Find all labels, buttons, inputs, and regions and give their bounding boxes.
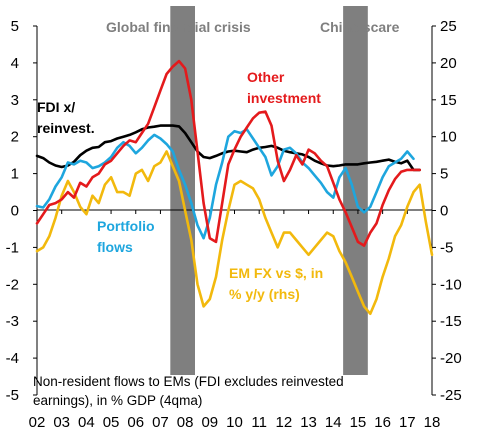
right-tick-label: -20 <box>440 350 462 367</box>
series-label-em-fx-vs-in-y-y-rhs: % y/y (rhs) <box>229 286 300 302</box>
band-label-1: Global financial crisis <box>106 19 251 35</box>
right-tick-label: 20 <box>440 55 457 72</box>
left-tick-label: 1 <box>11 166 19 183</box>
left-tick-label: 3 <box>11 92 19 109</box>
left-tick-label: -1 <box>6 239 19 256</box>
x-tick-label: 06 <box>127 414 144 431</box>
band-label-2: China scare <box>320 19 400 35</box>
series-label-portfolio-flows: flows <box>97 239 133 255</box>
right-tick-label: -25 <box>440 387 462 404</box>
series-label-other-investment: Other <box>247 69 285 85</box>
x-tick-label: 16 <box>374 414 391 431</box>
x-tick-label: 07 <box>152 414 169 431</box>
right-tick-label: -10 <box>440 276 462 293</box>
series-line-em-fx-vs-in-y-y-rhs <box>35 150 434 316</box>
left-tick-label: 5 <box>11 18 19 35</box>
left-tick-label: 0 <box>11 203 19 220</box>
left-tick-label: 4 <box>11 55 19 72</box>
right-tick-label: 5 <box>440 166 448 183</box>
annotations: FDI x/reinvest. Other investment Portfolio f… <box>33 69 344 408</box>
x-tick-label: 17 <box>399 414 416 431</box>
series-label-fdi-x-reinvest: reinvest. <box>37 120 95 136</box>
left-tick-label: 2 <box>11 129 19 146</box>
series-lines <box>35 59 434 316</box>
right-tick-label: 10 <box>440 129 457 146</box>
series-label-other-investment: investment <box>247 90 321 106</box>
band-2 <box>343 6 368 375</box>
x-tick-label: 08 <box>177 414 194 431</box>
footnote-line-1: Non-resident flows to EMs (FDI excludes … <box>33 374 344 389</box>
x-tick-label: 05 <box>103 414 120 431</box>
x-tick-label: 04 <box>78 414 95 431</box>
left-tick-label: -5 <box>6 387 19 404</box>
band-1 <box>170 6 195 375</box>
x-tick-label: 10 <box>226 414 243 431</box>
footnote-line-2: earnings), in % GDP (4qma) <box>33 393 202 408</box>
series-line-fdi-x-reinvest <box>35 124 422 172</box>
series-label-fdi-x-reinvest: FDI x/ <box>37 99 75 115</box>
left-tick-label: -3 <box>6 313 19 330</box>
series-label-portfolio-flows: Portfolio <box>97 218 155 234</box>
x-tick-label: 11 <box>251 414 267 431</box>
x-tick-label: 09 <box>201 414 218 431</box>
series-label-em-fx-vs-in-y-y-rhs: EM FX vs $, in <box>229 265 323 281</box>
x-tick-label: 15 <box>350 414 367 431</box>
right-tick-label: 25 <box>440 18 457 35</box>
right-tick-label: -5 <box>440 239 453 256</box>
x-tick-label: 12 <box>276 414 293 431</box>
right-tick-label: -15 <box>440 313 462 330</box>
x-tick-label: 02 <box>29 414 46 431</box>
x-tick-label: 13 <box>300 414 317 431</box>
left-tick-label: -2 <box>6 276 19 293</box>
right-tick-label: 0 <box>440 203 448 220</box>
x-tick-label: 18 <box>424 414 441 431</box>
x-tick-label: 03 <box>53 414 70 431</box>
right-tick-label: 15 <box>440 92 457 109</box>
left-tick-label: -4 <box>6 350 19 367</box>
axes: 543210-1-2-3-4-52520151050-5-10-15-20-25… <box>6 18 462 431</box>
series-line-portfolio-flows <box>35 128 415 240</box>
x-tick-label: 14 <box>325 414 342 431</box>
series-line-other-investment <box>35 59 422 247</box>
